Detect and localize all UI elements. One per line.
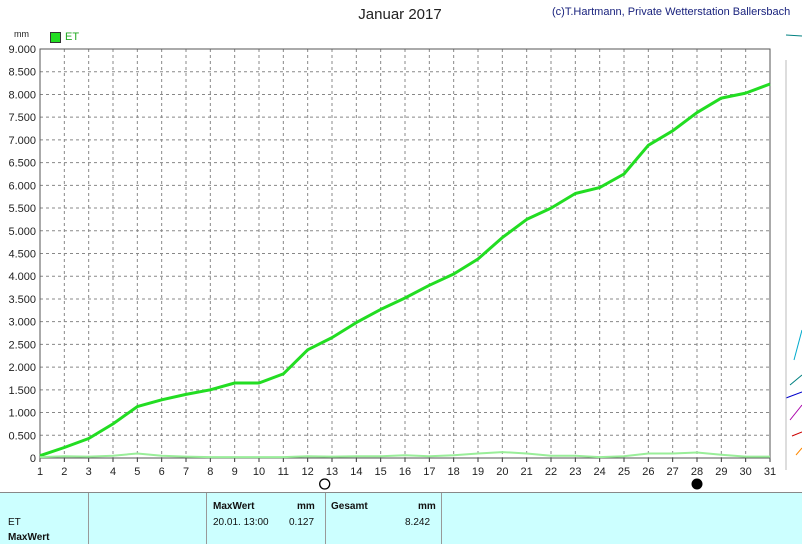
x-tick-label: 6 xyxy=(159,466,165,478)
gesamt-header: Gesamt xyxy=(331,501,368,512)
y-tick-label: 8.500 xyxy=(8,67,36,79)
gesamt-value: 8.242 xyxy=(405,517,431,528)
y-tick-label: 1.000 xyxy=(8,408,36,420)
side-chart-line xyxy=(785,391,802,399)
x-tick-label: 14 xyxy=(350,466,362,478)
y-tick-label: 8.000 xyxy=(8,89,36,101)
x-tick-label: 15 xyxy=(375,466,387,478)
moon-markers xyxy=(319,478,703,490)
legend-swatch xyxy=(50,31,61,43)
y-tick-label: 0 xyxy=(30,453,36,465)
copyright-text: (c)T.Hartmann, Private Wetterstation Bal… xyxy=(552,6,791,18)
maxwert-unit: mm xyxy=(297,501,315,512)
gesamt-unit: mm xyxy=(418,501,436,512)
x-tick-label: 7 xyxy=(183,466,189,478)
side-chart-line xyxy=(785,34,802,37)
x-tick-label: 9 xyxy=(232,466,238,478)
x-tick-label: 21 xyxy=(521,466,533,478)
y-tick-label: 7.500 xyxy=(8,112,36,124)
x-tick-label: 19 xyxy=(472,466,484,478)
chart-title: Januar 2017 xyxy=(358,6,442,23)
maxwert-time: 20.01. 13:00 xyxy=(213,517,269,528)
y-tick-label: 2.000 xyxy=(8,362,36,374)
full-moon-marker xyxy=(319,478,331,490)
x-tick-label: 26 xyxy=(642,466,654,478)
x-tick-label: 31 xyxy=(764,466,776,478)
new-moon-marker xyxy=(691,478,703,490)
x-tick-label: 13 xyxy=(326,466,338,478)
x-tick-label: 17 xyxy=(423,466,435,478)
plot-frame xyxy=(39,48,771,459)
series-line-secondary xyxy=(39,451,770,459)
x-tick-label: 8 xyxy=(207,466,213,478)
x-tick-label: 23 xyxy=(569,466,581,478)
side-chart-line xyxy=(789,404,802,421)
x-tick-label: 3 xyxy=(86,466,92,478)
x-tick-label: 10 xyxy=(253,466,265,478)
legend: ET xyxy=(50,31,79,43)
x-tick-label: 28 xyxy=(691,466,703,478)
side-chart-line xyxy=(793,329,802,361)
row-label-maxwert: MaxWert xyxy=(8,532,50,543)
axes: 0 0.500 1.000 1.500 2.000 2.500 3.000 3.500 4.00… xyxy=(8,44,776,478)
x-tick-label: 27 xyxy=(667,466,679,478)
x-tick-label: 22 xyxy=(545,466,557,478)
y-tick-label: 7.000 xyxy=(8,135,36,147)
x-tick-label: 11 xyxy=(278,466,289,478)
x-tick-label: 30 xyxy=(740,466,752,478)
maxwert-header: MaxWert xyxy=(213,501,255,512)
x-tick-label: 4 xyxy=(110,466,116,478)
x-tick-label: 29 xyxy=(715,466,727,478)
x-tick-label: 16 xyxy=(399,466,411,478)
y-tick-label: 0.500 xyxy=(8,430,36,442)
side-chart-line xyxy=(795,447,802,456)
y-tick-label: 5.500 xyxy=(8,203,36,215)
x-tick-label: 20 xyxy=(496,466,508,478)
x-tick-label: 5 xyxy=(134,466,140,478)
row-label-et: ET xyxy=(8,517,21,528)
y-tick-label: 6.000 xyxy=(8,180,36,192)
side-chart-line xyxy=(791,431,802,437)
side-chart-line xyxy=(789,374,802,386)
y-tick-label: 1.500 xyxy=(8,385,36,397)
y-tick-label: 5.000 xyxy=(8,226,36,238)
y-tick-label: 9.000 xyxy=(8,44,36,56)
grid xyxy=(40,49,770,458)
x-tick-label: 1 xyxy=(37,466,43,478)
summary-table: ET MaxWert MaxWert mm 20.01. 13:00 0.127… xyxy=(0,492,802,544)
x-tick-label: 18 xyxy=(448,466,460,478)
y-tick-label: 3.500 xyxy=(8,294,36,306)
chart: 0 0.500 1.000 1.500 2.000 2.500 3.000 3.500 4.00… xyxy=(8,34,802,490)
series-line-et xyxy=(39,82,771,458)
legend-label: ET xyxy=(65,31,80,43)
y-tick-label: 3.000 xyxy=(8,317,36,329)
x-tick-label: 2 xyxy=(61,466,67,478)
y-tick-label: 6.500 xyxy=(8,158,36,170)
x-tick-label: 25 xyxy=(618,466,630,478)
series xyxy=(39,82,771,459)
x-tick-label: 12 xyxy=(302,466,314,478)
y-tick-label: 2.500 xyxy=(8,339,36,351)
y-tick-label: 4.500 xyxy=(8,249,36,261)
y-axis-unit: mm xyxy=(14,29,29,39)
y-tick-label: 4.000 xyxy=(8,271,36,283)
side-partial-chart xyxy=(785,34,802,470)
x-tick-label: 24 xyxy=(594,466,606,478)
maxwert-value: 0.127 xyxy=(289,517,315,528)
